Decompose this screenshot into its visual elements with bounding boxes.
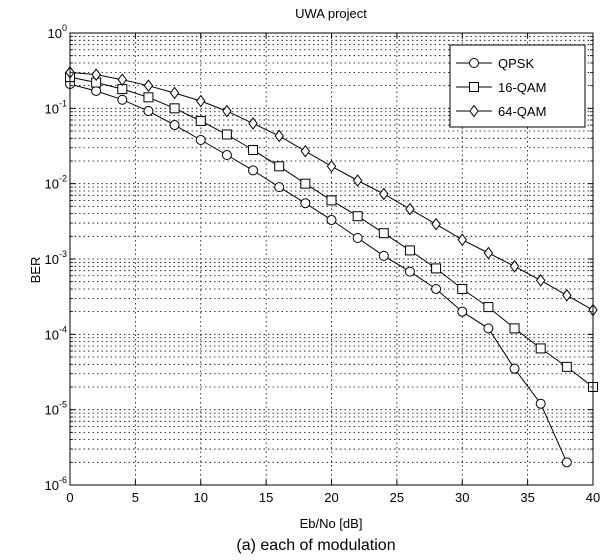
legend-label: QPSK (498, 56, 534, 71)
data-point (221, 129, 232, 140)
data-point (535, 274, 546, 287)
axis-ticks: 0 5 10 15 20 25 30 35 40 10-6 10-5 10-4 10-3 10-2 10-1… (45, 23, 601, 505)
legend-item-16-qam: 16-QAM (456, 80, 546, 95)
data-point (431, 263, 442, 274)
data-point (404, 245, 415, 256)
x-tick-label: 10 (194, 490, 208, 505)
data-point (91, 68, 101, 81)
data-point (457, 283, 468, 294)
data-point (143, 79, 154, 92)
data-point (300, 198, 311, 209)
data-point (169, 120, 180, 131)
data-point (248, 117, 258, 130)
data-point (248, 165, 259, 176)
y-tick-label: 10-1 (45, 98, 67, 116)
data-point (326, 214, 337, 225)
data-point (483, 323, 494, 334)
data-point (326, 195, 337, 206)
data-point (274, 129, 284, 143)
legend-marker (469, 104, 479, 118)
data-point (352, 174, 363, 187)
data-point (562, 288, 572, 302)
data-point (457, 233, 467, 247)
data-point (143, 92, 154, 103)
data-point (169, 86, 180, 100)
y-tick-label: 10-2 (45, 174, 67, 192)
data-point (300, 144, 311, 158)
data-point (195, 134, 206, 145)
x-tick-label: 15 (259, 490, 273, 505)
y-tick-label: 10-3 (45, 249, 67, 267)
x-tick-label: 30 (455, 490, 469, 505)
data-point (561, 457, 572, 468)
data-point (509, 259, 520, 273)
data-point (248, 144, 259, 155)
data-point (91, 85, 102, 96)
data-point (431, 283, 442, 294)
data-point (457, 306, 468, 317)
legend: QPSK 16-QAM 64-QAM (449, 44, 586, 128)
x-tick-label: 20 (324, 490, 338, 505)
legend-item-qpsk: QPSK (456, 56, 534, 71)
data-point (509, 363, 520, 374)
data-point (483, 302, 494, 313)
data-point (378, 250, 389, 261)
data-point (274, 161, 285, 172)
data-point (300, 178, 311, 189)
chart-caption: (a) each of modulation (236, 537, 395, 554)
legend-marker (469, 58, 479, 68)
x-tick-label: 5 (132, 490, 139, 505)
data-point (379, 187, 389, 201)
data-point (405, 202, 415, 216)
y-tick-label: 10-5 (45, 400, 67, 418)
data-point (509, 323, 520, 334)
data-point (561, 361, 572, 372)
data-point (404, 266, 415, 277)
legend-marker (469, 82, 479, 92)
data-point (169, 103, 180, 114)
data-point (274, 182, 285, 193)
legend-item-64-qam: 64-QAM (456, 104, 546, 119)
data-point (535, 398, 546, 409)
data-point (196, 94, 206, 108)
data-point (222, 104, 232, 118)
legend-label: 16-QAM (498, 80, 546, 95)
x-axis-label: Eb/No [dB] (300, 516, 363, 531)
chart-title: UWA project (295, 6, 367, 21)
y-tick-label: 10-4 (45, 324, 67, 342)
data-point (352, 233, 363, 244)
data-point (195, 115, 206, 126)
data-point (143, 106, 154, 117)
y-tick-label: 100 (48, 23, 67, 41)
x-tick-label: 0 (66, 490, 73, 505)
data-point (483, 246, 494, 260)
data-point (431, 217, 441, 231)
data-point (378, 228, 389, 239)
data-point (221, 150, 232, 161)
data-point (326, 159, 337, 173)
x-tick-label: 25 (390, 490, 404, 505)
y-axis-label: BER (28, 257, 43, 284)
data-point (117, 94, 128, 105)
data-point (352, 211, 363, 222)
x-tick-label: 40 (586, 490, 600, 505)
legend-label: 64-QAM (498, 104, 546, 119)
data-point (535, 343, 546, 354)
y-tick-label: 10-6 (45, 475, 67, 493)
data-point (117, 73, 128, 87)
x-tick-label: 35 (520, 490, 534, 505)
